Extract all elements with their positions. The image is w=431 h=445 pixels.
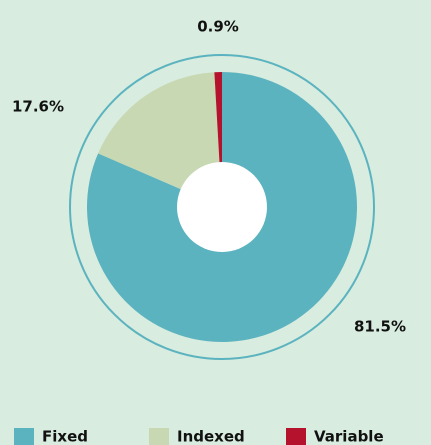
value-label: 0.9%	[197, 18, 239, 36]
legend-label: Indexed	[177, 428, 245, 445]
slice	[98, 72, 222, 207]
outer-ring	[69, 54, 375, 360]
legend-label: Fixed	[42, 428, 88, 445]
legend-swatch	[149, 428, 169, 445]
donut-hole	[177, 162, 267, 252]
legend-swatch	[14, 428, 34, 445]
value-label: 81.5%	[354, 318, 406, 336]
legend-swatch	[286, 428, 306, 445]
legend-label: Variable	[314, 428, 384, 445]
value-label: 17.6%	[12, 98, 64, 116]
